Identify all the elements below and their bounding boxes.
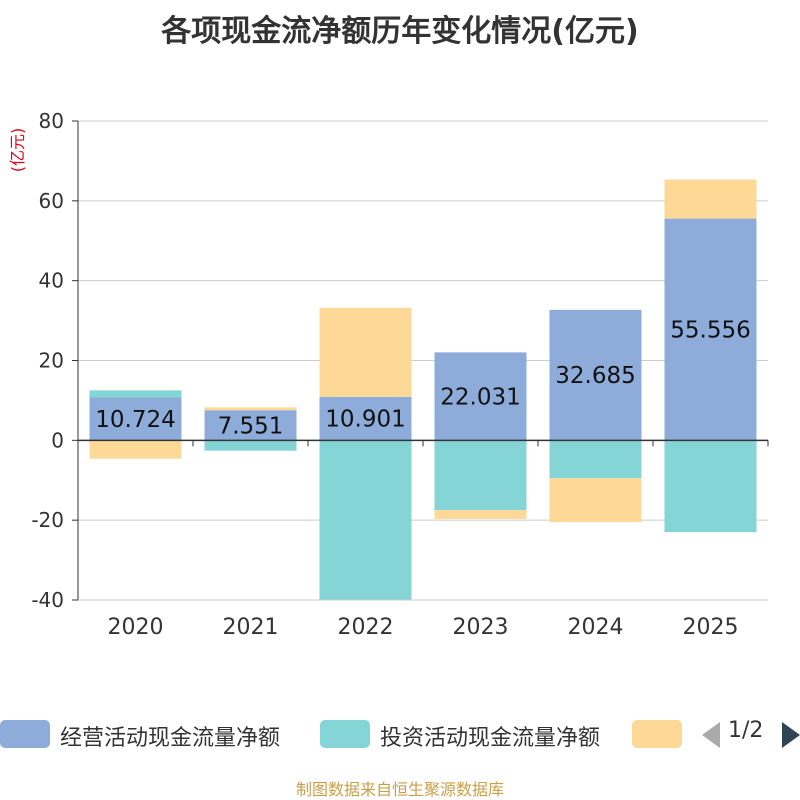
bar-investing-2020 [89,390,182,398]
legend-page-indicator: 1/2 [728,718,764,743]
data-label-2025: 55.556 [670,317,750,343]
data-source-note: 制图数据来自恒生聚源数据库 [295,780,504,799]
y-tick-label: -20 [31,508,64,532]
x-tick-label-2021: 2021 [223,615,279,640]
x-tick-label-2024: 2024 [568,615,624,640]
cashflow-bar-chart: 80 60 40 20 0 -20 -40 2020 2021 2022 2023 2024 2025 1… [31,109,769,640]
x-tick-label-2020: 2020 [108,615,164,640]
y-tick-label: 20 [39,349,64,373]
bar-financing-2025 [664,179,757,219]
legend-swatch-financing [632,720,682,748]
data-label-2020: 10.724 [95,407,175,433]
bar-investing-2021 [204,440,297,451]
bar-financing-2022 [319,307,412,397]
y-tick-label: 40 [39,269,64,293]
legend: 经营活动现金流量净额 投资活动现金流量净额 [0,716,800,752]
legend-swatch-investing [320,720,370,748]
legend-next-page-icon[interactable] [782,722,800,748]
bar-operating-2020 [89,397,182,441]
bar-operating-2025 [664,218,757,441]
legend-swatch-operating [0,720,50,748]
bar-investing-2025 [664,440,757,533]
bar-investing-2022 [319,440,412,600]
x-tick-label-2023: 2023 [453,615,509,640]
bar-financing-2020 [89,440,182,459]
y-tick-label: -40 [31,588,64,612]
data-label-2024: 32.685 [555,363,635,389]
x-tick-label-2025: 2025 [683,615,739,640]
data-label-2021: 7.551 [218,413,284,439]
bar-operating-2024 [549,309,642,441]
bar-investing-2024 [549,440,642,479]
bar-operating-2023 [434,352,527,441]
legend-label-investing: 投资活动现金流量净额 [380,726,601,751]
chart-title: 各项现金流净额历年变化情况(亿元) [161,14,639,49]
legend-prev-page-icon[interactable] [702,722,720,748]
legend-label-operating: 经营活动现金流量净额 [60,726,281,751]
x-tick-label-2022: 2022 [338,615,394,640]
bar-operating-2021 [204,410,297,441]
data-label-2023: 22.031 [440,384,520,410]
y-tick-label: 60 [39,189,64,213]
bar-financing-2024 [549,478,642,523]
bar-financing-2023 [434,510,527,519]
bar-financing-2021 [204,407,297,411]
bar-operating-2022 [319,396,412,441]
y-tick-label: 80 [39,109,64,133]
bar-investing-2023 [434,440,527,511]
data-label-2022: 10.901 [325,407,405,433]
y-tick-label: 0 [51,428,64,452]
